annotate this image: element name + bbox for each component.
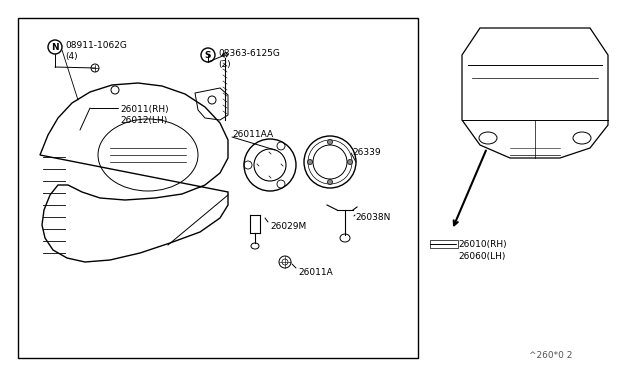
Text: 26060(LH): 26060(LH) <box>458 252 506 261</box>
Text: 26011AA: 26011AA <box>232 130 273 139</box>
Circle shape <box>307 160 312 164</box>
Circle shape <box>328 140 333 144</box>
Text: (4): (4) <box>65 52 77 61</box>
Text: 26038N: 26038N <box>355 213 390 222</box>
Text: N: N <box>51 42 59 51</box>
Circle shape <box>328 180 333 185</box>
Text: 26339: 26339 <box>352 148 381 157</box>
Text: 26029M: 26029M <box>270 222 307 231</box>
Text: S: S <box>205 51 211 60</box>
Circle shape <box>348 160 353 164</box>
Bar <box>18 18 418 358</box>
Text: 08363-6125G: 08363-6125G <box>218 48 280 58</box>
Text: 26011(RH): 26011(RH) <box>120 105 168 114</box>
Ellipse shape <box>223 53 227 57</box>
Text: 26011A: 26011A <box>298 268 333 277</box>
Bar <box>430 240 458 248</box>
Text: 26012(LH): 26012(LH) <box>120 116 167 125</box>
Text: ^260*0 2: ^260*0 2 <box>529 351 572 360</box>
Text: 26010(RH): 26010(RH) <box>458 240 507 249</box>
Text: (2): (2) <box>218 61 230 70</box>
Text: 08911-1062G: 08911-1062G <box>65 41 127 49</box>
